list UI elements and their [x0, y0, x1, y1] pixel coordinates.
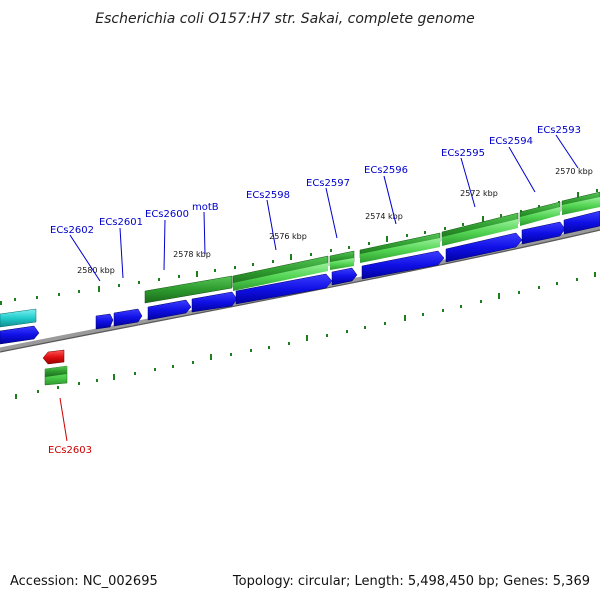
gene-ecs2603 — [42, 349, 65, 365]
gene-ecs2596 — [361, 250, 445, 280]
inner-scale-ticks — [15, 272, 596, 399]
label-ecs2593: ECs2593 — [537, 125, 581, 136]
gene-motb — [191, 291, 238, 313]
forward-genes — [0, 210, 600, 345]
gene-ecs2595 — [445, 232, 523, 263]
reverse-gene-ecs2603 — [42, 349, 68, 386]
label-ecs2597: ECs2597 — [306, 178, 350, 189]
label-ecs2600: ECs2600 — [145, 209, 189, 220]
accession-text: Accession: NC_002695 — [10, 574, 158, 589]
gene-left-edge — [0, 325, 40, 345]
cds-segment-ecs2600 — [144, 275, 233, 304]
map-title: Escherichia coli O157:H7 str. Sakai, com… — [95, 11, 474, 27]
gene-ecs2597 — [331, 267, 358, 286]
label-ecs2595: ECs2595 — [441, 148, 485, 159]
scale-label-2574: 2574 kbp — [365, 212, 403, 221]
label-ecs2596: ECs2596 — [364, 165, 408, 176]
cyan-feature — [0, 308, 37, 328]
label-ecs2601: ECs2601 — [99, 217, 143, 228]
gene-ecs2598 — [235, 273, 333, 305]
gene-ecs2593 — [563, 210, 600, 235]
topology-text: Topology: circular; Length: 5,498,450 bp… — [232, 574, 590, 589]
scale-label-2580: 2580 kbp — [77, 266, 115, 275]
label-ecs2598: ECs2598 — [246, 190, 290, 201]
label-leaders — [59, 134, 579, 442]
gene-ecs2602 — [95, 313, 114, 330]
gene-ecs2601 — [113, 308, 143, 327]
label-ecs2602: ECs2602 — [50, 225, 94, 236]
scale-label-2576: 2576 kbp — [269, 232, 307, 241]
scale-label-2578: 2578 kbp — [173, 250, 211, 259]
gene-ecs2594 — [521, 221, 566, 245]
cds-track — [144, 191, 600, 304]
gene-ecs2600 — [147, 299, 192, 321]
scale-labels: 2580 kbp 2578 kbp 2576 kbp 2574 kbp 2572… — [77, 167, 593, 275]
scale-label-2570: 2570 kbp — [555, 167, 593, 176]
label-ecs2594: ECs2594 — [489, 136, 533, 147]
label-ecs2603: ECs2603 — [48, 445, 92, 456]
gene-labels: ECs2602 ECs2601 ECs2600 motB ECs2598 ECs… — [48, 125, 581, 456]
label-motb: motB — [192, 202, 219, 213]
scale-label-2572: 2572 kbp — [460, 189, 498, 198]
